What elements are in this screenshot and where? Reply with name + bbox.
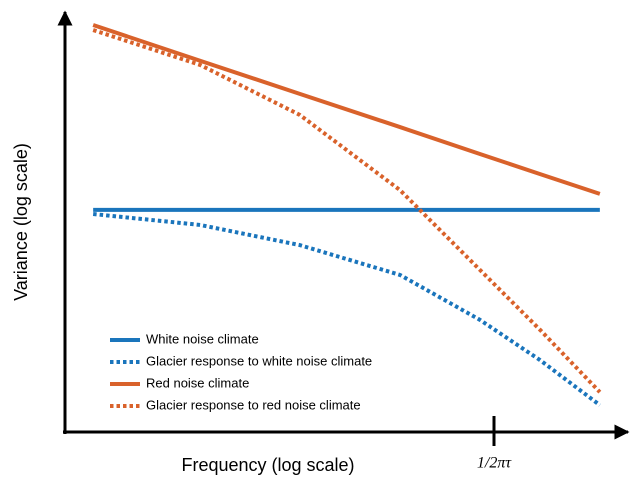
series-line: [92, 212, 602, 407]
x-axis-label: Frequency (log scale): [181, 455, 354, 475]
legend-label: Glacier response to white noise climate: [146, 353, 372, 368]
series-line: [92, 23, 601, 196]
legend-label: Red noise climate: [146, 375, 249, 390]
legend-label: Glacier response to red noise climate: [146, 397, 361, 412]
series-line: [92, 28, 602, 394]
y-axis-label: Variance (log scale): [11, 143, 31, 301]
legend-label: White noise climate: [146, 331, 259, 346]
x-tick-label: 1/2πτ: [477, 455, 512, 472]
